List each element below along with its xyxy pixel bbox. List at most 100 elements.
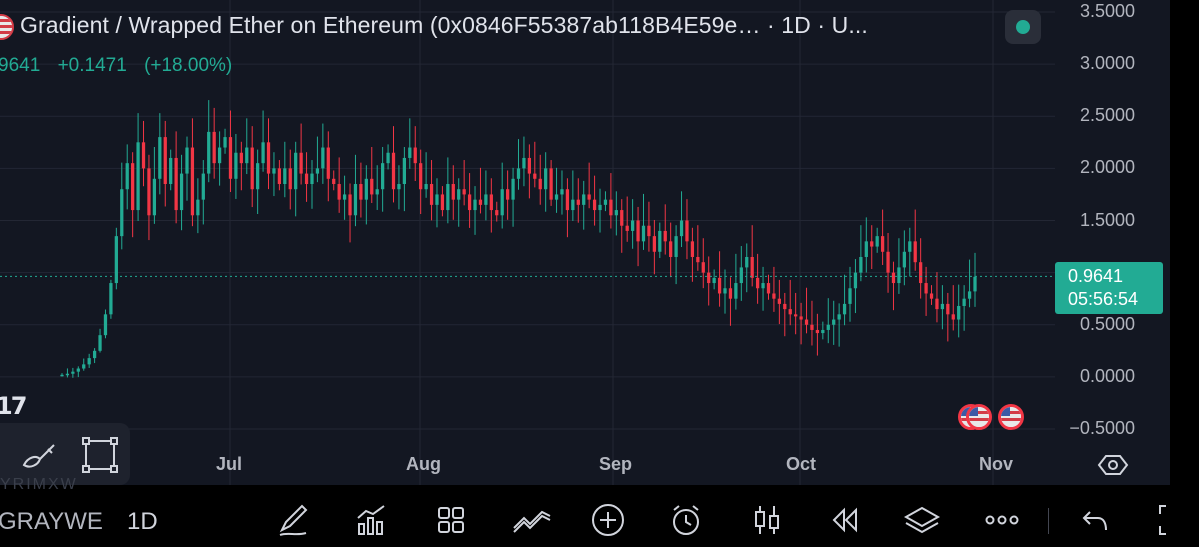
x-tick-label: Nov (979, 454, 1014, 474)
candle-body (690, 241, 695, 257)
candle-body (571, 199, 575, 211)
brush-icon[interactable] (18, 435, 58, 475)
interval-button[interactable]: 1D (127, 508, 158, 535)
candle-body (217, 147, 222, 164)
rect-select-icon[interactable] (80, 435, 120, 475)
candle-body (256, 163, 260, 190)
us-flag-icon (0, 14, 14, 40)
indicators-icon[interactable] (354, 502, 388, 538)
candle-body (582, 194, 586, 205)
event-flag-icon[interactable] (966, 404, 992, 430)
symbol-button[interactable]: GRAYWE (0, 508, 103, 535)
candle-body (250, 147, 254, 190)
y-tick-label: 3.0000 (1079, 53, 1135, 74)
grid-icon[interactable] (434, 502, 468, 538)
candle-body (620, 210, 624, 226)
more-icon[interactable] (982, 502, 1019, 538)
y-tick-label: 2.0000 (1079, 157, 1135, 178)
candle-body (239, 152, 243, 164)
candle-body (402, 157, 407, 185)
candle-body (408, 147, 412, 158)
candle-body (750, 256, 754, 278)
candle-icon[interactable] (750, 502, 784, 538)
price-chart[interactable] (0, 0, 1170, 485)
candle-body (891, 272, 896, 284)
candle-body (457, 189, 461, 200)
candle-body (696, 256, 700, 263)
candle-body (761, 283, 765, 289)
candle-body (565, 189, 570, 211)
x-tick-label: Jul (216, 454, 243, 474)
pen-icon[interactable] (276, 502, 310, 538)
candle-body (310, 173, 314, 185)
candle-body (304, 173, 309, 185)
candle-body (859, 256, 863, 273)
candle-body (864, 241, 868, 257)
candle-body (647, 225, 651, 237)
candle-body (652, 236, 656, 252)
candle-body (837, 314, 841, 320)
candle-body (364, 178, 368, 200)
fullscreen-icon[interactable] (1152, 502, 1192, 538)
candle-body (935, 298, 939, 310)
replay-icon[interactable] (826, 502, 860, 538)
last-price-value: 0.9641 (1068, 266, 1124, 286)
candle-body (386, 152, 390, 164)
candle-body (929, 293, 934, 299)
candle-body (576, 199, 580, 205)
candle-body (544, 168, 548, 190)
alarm-icon[interactable] (668, 502, 702, 538)
candle-body (332, 178, 336, 185)
x-tick-label: Sep (599, 454, 633, 474)
event-flag-icon[interactable] (998, 404, 1024, 430)
market-status-button[interactable] (1005, 10, 1041, 44)
candle-body (109, 283, 113, 315)
chart-settings-icon[interactable] (1096, 448, 1130, 484)
candle-body (527, 157, 531, 174)
trend-icon[interactable] (512, 502, 551, 538)
candle-body (712, 277, 716, 284)
undo-icon[interactable] (1078, 502, 1112, 538)
candle-body (125, 163, 129, 190)
change-abs: +0.1471 (57, 55, 127, 76)
candle-body (212, 131, 216, 164)
candle-body (913, 241, 917, 263)
candle-body (76, 368, 80, 372)
symbol-title[interactable]: Gradient / Wrapped Ether on Ethereum (0x… (20, 12, 868, 38)
candle-body (163, 137, 167, 185)
candle-body (131, 163, 135, 211)
candle-body (261, 142, 265, 164)
change-pct: (+18.00%) (144, 55, 233, 76)
candle-body (609, 199, 613, 216)
candle-body (815, 329, 820, 334)
candle-body (103, 314, 108, 336)
y-tick-label: 0.0000 (1079, 365, 1135, 386)
candle-body (169, 157, 173, 185)
candle-body (506, 189, 510, 200)
drawing-toolbar (0, 423, 130, 485)
layers-icon[interactable] (902, 502, 941, 538)
plus-circle-icon[interactable] (590, 502, 624, 538)
candle-body (940, 303, 945, 310)
candle-body (484, 194, 488, 205)
candle-body (370, 178, 374, 195)
candle-body (141, 142, 146, 169)
price-change-line: 9641 +0.1471 (+18.00%) (0, 55, 244, 77)
candle-body (299, 152, 303, 174)
candle-body (152, 178, 157, 216)
candle-body (717, 277, 722, 294)
candle-body (902, 251, 906, 268)
candle-body (391, 152, 396, 190)
candle-body (886, 251, 890, 273)
candle-body (734, 283, 738, 299)
candle-body (592, 199, 597, 211)
candle-body (772, 293, 776, 299)
candle-body (603, 199, 608, 205)
candle-body (174, 157, 178, 211)
candle-body (136, 142, 140, 211)
candle-body (630, 220, 635, 231)
candle-body (674, 236, 678, 257)
candle-body (663, 230, 667, 242)
candle-body (614, 210, 618, 216)
candle-body (446, 184, 450, 211)
